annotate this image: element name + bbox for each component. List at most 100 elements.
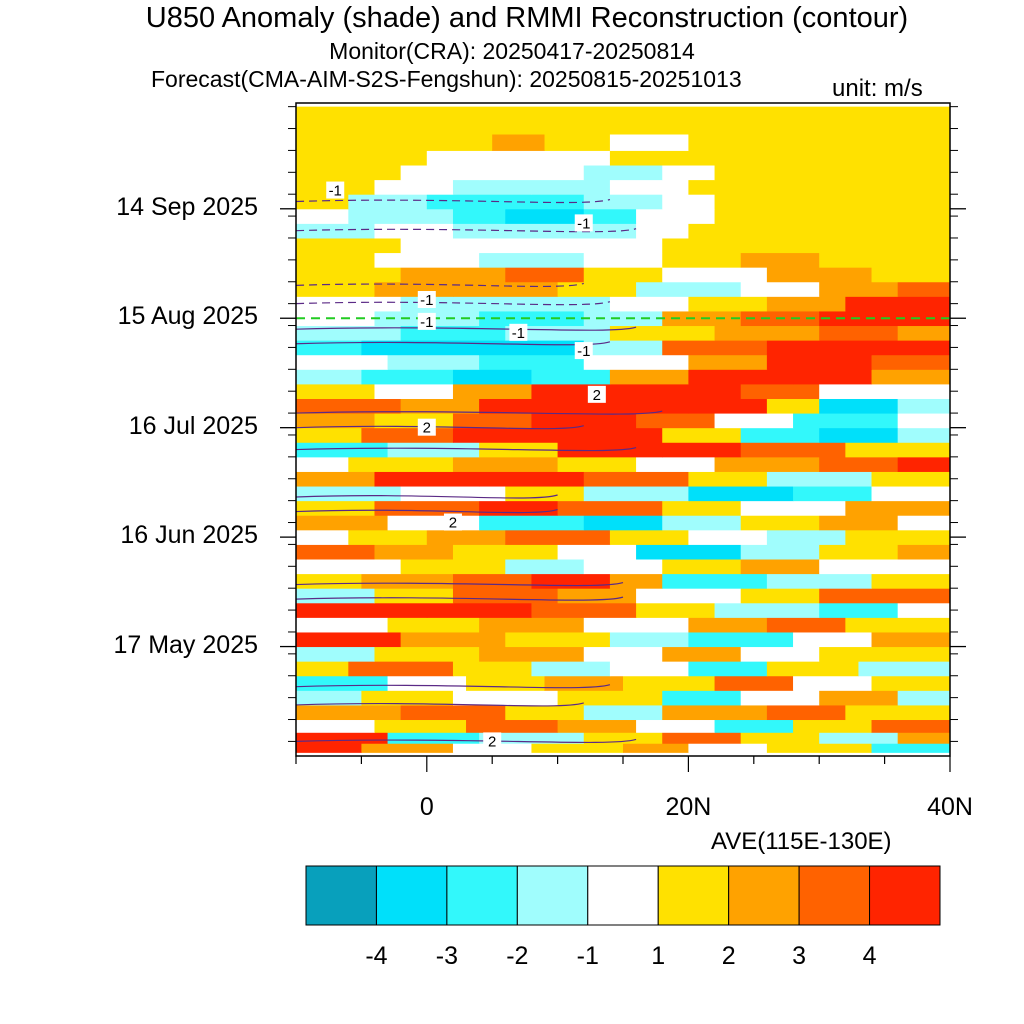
- contour-label-box: [574, 214, 593, 232]
- shade-cell: [296, 150, 428, 166]
- shade-cell: [740, 427, 820, 443]
- shade-cell: [296, 690, 362, 706]
- shade-cell: [374, 500, 480, 516]
- shade-cell: [714, 719, 794, 733]
- shade-cell: [714, 675, 794, 691]
- shade-cell: [400, 237, 480, 254]
- shade-cell: [426, 134, 493, 151]
- shade-cell: [296, 442, 389, 458]
- shade-cell: [452, 690, 559, 706]
- contour-label: -1: [420, 292, 433, 309]
- shade-cell: [400, 296, 506, 312]
- shade-cell: [793, 719, 873, 733]
- shade-cell: [531, 661, 611, 677]
- shade-cell: [296, 134, 428, 151]
- shade-cell: [426, 117, 506, 135]
- shade-cell: [296, 500, 375, 516]
- colorbar-label: -4: [365, 942, 388, 970]
- shade-cell: [688, 661, 768, 677]
- shade-cell: [452, 369, 532, 385]
- shade-cell: [819, 456, 899, 472]
- shade-cell: [740, 646, 820, 662]
- shade-cell: [740, 559, 820, 575]
- shade-cell: [296, 252, 375, 268]
- shade-cell: [505, 194, 585, 210]
- shade-cell: [636, 413, 716, 429]
- contour-line: [295, 738, 637, 744]
- shade-cell: [636, 719, 716, 733]
- shade-cell: [897, 690, 951, 706]
- shade-cell: [793, 631, 873, 648]
- shade-cell: [636, 208, 716, 224]
- shade-cell: [296, 573, 362, 589]
- shade-cell: [531, 413, 637, 429]
- shade-cell: [662, 194, 716, 210]
- shade-cell: [740, 383, 820, 399]
- shade-cell: [296, 719, 375, 733]
- shade-cell: [374, 646, 480, 662]
- shade-cell: [897, 427, 951, 443]
- shade-cell: [636, 223, 689, 239]
- contour-line: [295, 282, 584, 288]
- shade-cell: [348, 208, 454, 224]
- shade-cell: [426, 602, 532, 618]
- shade-cell: [296, 296, 402, 312]
- shade-cell: [662, 252, 742, 268]
- contour-label: -1: [577, 215, 590, 232]
- shade-cell: [387, 442, 480, 458]
- shade-cell: [400, 486, 506, 502]
- shade-cell: [296, 267, 402, 283]
- contour-label-box: [326, 181, 345, 199]
- shade-cell: [688, 398, 768, 414]
- shade-cell: [361, 369, 454, 385]
- shade-cell: [636, 456, 716, 472]
- shade-cell: [636, 588, 742, 604]
- shade-cell: [400, 631, 506, 648]
- shade-cell: [557, 544, 637, 560]
- shade-cell: [871, 340, 951, 356]
- shade-cell: [740, 281, 820, 297]
- shade-cell: [583, 208, 637, 224]
- shade-cell: [740, 515, 820, 531]
- shade-cell: [374, 252, 480, 268]
- contour-label-box: [483, 732, 502, 750]
- contour-line: [295, 425, 584, 430]
- shade-cell: [609, 150, 689, 166]
- shade-cell: [557, 690, 663, 706]
- shade-cell: [714, 602, 820, 618]
- x-tick-label: 0: [419, 793, 434, 821]
- shade-cell: [361, 573, 454, 589]
- shade-cell: [400, 398, 480, 414]
- shade-cell: [557, 588, 637, 604]
- shade-cell: [361, 690, 454, 706]
- shade-cell: [662, 165, 716, 181]
- shade-cell: [479, 340, 585, 356]
- shade-cell: [296, 529, 349, 545]
- shade-cell: [505, 529, 611, 545]
- shade-cell: [819, 383, 951, 399]
- shade-cell: [845, 500, 951, 516]
- shade-cell: [662, 237, 951, 254]
- shade-cell: [479, 515, 585, 531]
- shade-cell: [296, 646, 375, 662]
- shade-cell: [897, 515, 951, 531]
- contour-line: [295, 702, 584, 707]
- shade-cell: [570, 117, 637, 135]
- shade-cell: [557, 427, 663, 443]
- contour-label: 2: [593, 387, 601, 404]
- shade-cell: [845, 296, 951, 312]
- shade-cell: [636, 117, 951, 135]
- shade-cell: [740, 442, 846, 458]
- shade-cell: [662, 646, 742, 662]
- shade-cell: [505, 704, 585, 721]
- shade-cell: [845, 617, 951, 633]
- shade-cell: [583, 704, 663, 721]
- shade-cell: [583, 515, 663, 531]
- contour-line: [295, 684, 611, 689]
- shade-cell: [623, 675, 716, 691]
- shade-cell: [505, 117, 572, 135]
- shade-cell: [662, 732, 742, 744]
- contour-label-box: [587, 385, 606, 403]
- shade-cell: [296, 456, 349, 472]
- shade-cell: [452, 427, 559, 443]
